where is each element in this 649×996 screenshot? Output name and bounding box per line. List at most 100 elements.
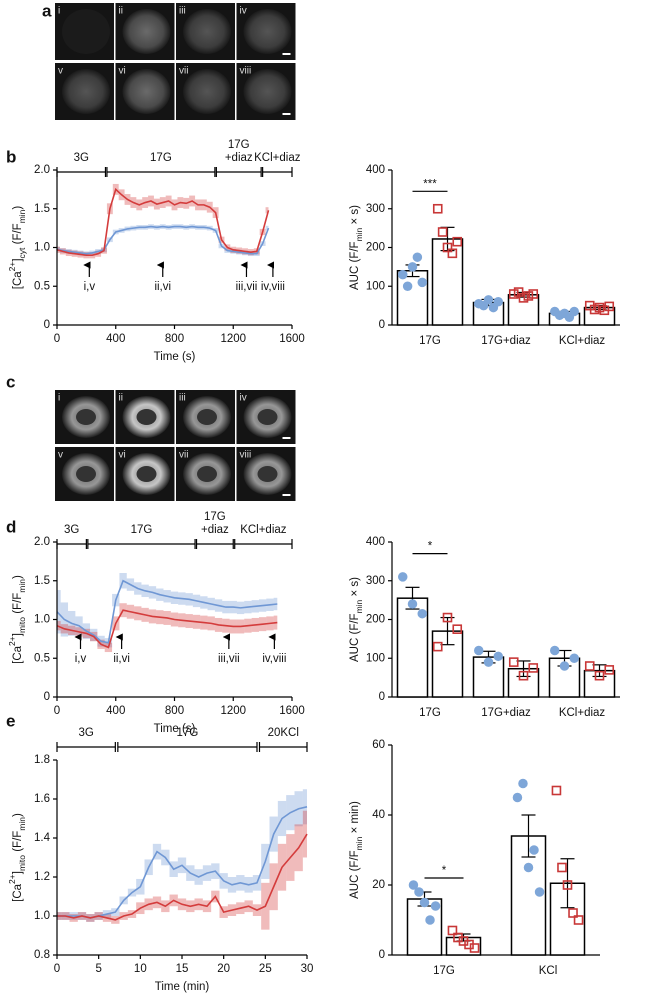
data-point xyxy=(437,227,448,237)
data-point xyxy=(407,599,418,609)
significance-label: *** xyxy=(423,178,437,190)
data-point xyxy=(407,262,418,272)
x-tick-label: 1200 xyxy=(220,705,246,717)
cell-core xyxy=(257,409,278,425)
protocol-label: +diaz xyxy=(201,524,229,536)
arrow-label: iv,viii xyxy=(262,653,286,665)
x-tick-label: 1600 xyxy=(279,333,305,345)
image-label: iii xyxy=(179,393,186,404)
data-point xyxy=(518,293,529,303)
y-tick-label: 20 xyxy=(372,879,385,891)
data-point xyxy=(557,862,567,873)
y-tick-label: 400 xyxy=(366,164,385,176)
x-tick-label: 1600 xyxy=(279,705,305,717)
data-point xyxy=(534,887,545,897)
y-tick-label: 1.5 xyxy=(34,203,50,215)
x-tick-label: 10 xyxy=(134,963,147,975)
y-axis-label: AUC (F/Fmin × s) xyxy=(349,205,364,290)
y-axis-label-part: min xyxy=(17,579,27,593)
x-tick-label: 30 xyxy=(301,963,314,975)
data-point xyxy=(425,915,435,925)
cell xyxy=(183,9,231,54)
data-point xyxy=(573,915,584,925)
y-tick-label: 1.4 xyxy=(34,832,51,844)
line xyxy=(56,609,278,649)
data-point xyxy=(550,645,560,656)
x-tick-label: 5 xyxy=(95,963,101,975)
line xyxy=(56,225,270,255)
x-tick-label: 1200 xyxy=(220,333,246,345)
arrow-label: i,v xyxy=(75,653,87,665)
bar xyxy=(549,882,586,956)
data-point xyxy=(551,785,562,796)
data-point xyxy=(452,624,463,634)
image-label: vi xyxy=(119,66,126,77)
y-axis-label-part: 2+ xyxy=(7,262,17,272)
y-tick-label: 300 xyxy=(366,575,385,587)
significance-label: * xyxy=(442,865,447,877)
y-axis-label-part: ] xyxy=(12,633,24,636)
image-label: viii xyxy=(240,66,252,77)
cell xyxy=(243,9,292,54)
data-point xyxy=(604,301,615,312)
data-point xyxy=(604,665,615,675)
y-axis-label-part: mito xyxy=(17,855,27,871)
data-point xyxy=(518,778,528,789)
y-tick-label: 0 xyxy=(44,691,50,703)
y-tick-label: 200 xyxy=(366,242,385,254)
data-point xyxy=(594,302,605,313)
y-axis-label-part: min xyxy=(354,599,364,613)
image-label: vii xyxy=(179,66,188,77)
image-label: i xyxy=(58,393,60,404)
line xyxy=(56,579,278,644)
x-tick-label: 0 xyxy=(54,963,60,975)
x-tick-label: 17G+diaz xyxy=(481,707,531,719)
y-axis-label-part: 2+ xyxy=(7,636,17,646)
error-band xyxy=(57,590,61,634)
bar xyxy=(396,270,429,326)
data-point xyxy=(529,845,539,855)
y-axis-label-part: × s) xyxy=(349,205,361,228)
y-tick-label: 1.0 xyxy=(34,910,50,922)
data-point xyxy=(417,608,427,619)
y-axis-label-part: (F/F xyxy=(12,593,24,617)
data-point xyxy=(402,281,413,291)
x-tick-label: 0 xyxy=(54,705,60,717)
x-tick-label: 17G xyxy=(419,707,441,719)
data-point xyxy=(442,612,453,623)
data-point xyxy=(559,661,570,671)
protocol-label: KCl+diaz xyxy=(240,524,287,536)
arrow-label: i,v xyxy=(84,281,96,293)
y-tick-label: 0.5 xyxy=(34,280,50,292)
error-band xyxy=(265,225,269,231)
y-axis-label-part: min xyxy=(354,836,364,850)
data-point xyxy=(414,887,424,897)
y-tick-label: 100 xyxy=(366,280,385,292)
protocol-label: KCl+diaz xyxy=(254,152,301,164)
protocol-label: 17G xyxy=(204,511,226,523)
data-point xyxy=(469,943,480,953)
error-band xyxy=(302,810,307,858)
arrow-label: iii,vii xyxy=(236,281,258,293)
x-tick-label: 800 xyxy=(165,333,184,345)
y-tick-label: 100 xyxy=(366,652,385,664)
y-tick-label: 0 xyxy=(379,319,385,331)
y-axis-label-part: ) xyxy=(12,206,24,210)
x-tick-label: KCl+diaz xyxy=(559,335,606,347)
data-point xyxy=(417,277,427,288)
x-tick-label: 400 xyxy=(106,705,125,717)
image-label: ii xyxy=(119,6,123,17)
data-point xyxy=(568,908,578,918)
y-axis-label-part: min xyxy=(354,227,364,241)
x-tick-label: KCl xyxy=(539,965,558,977)
x-tick-label: 800 xyxy=(165,705,184,717)
cell xyxy=(122,9,171,54)
x-tick-label: 17G+diaz xyxy=(481,335,531,347)
y-axis-label-part: min xyxy=(17,817,27,831)
image-label: vi xyxy=(119,450,126,461)
bar xyxy=(431,238,464,326)
data-point xyxy=(408,880,419,890)
cell-core xyxy=(76,409,96,425)
panel-label: a xyxy=(42,1,52,20)
data-point xyxy=(442,242,453,253)
